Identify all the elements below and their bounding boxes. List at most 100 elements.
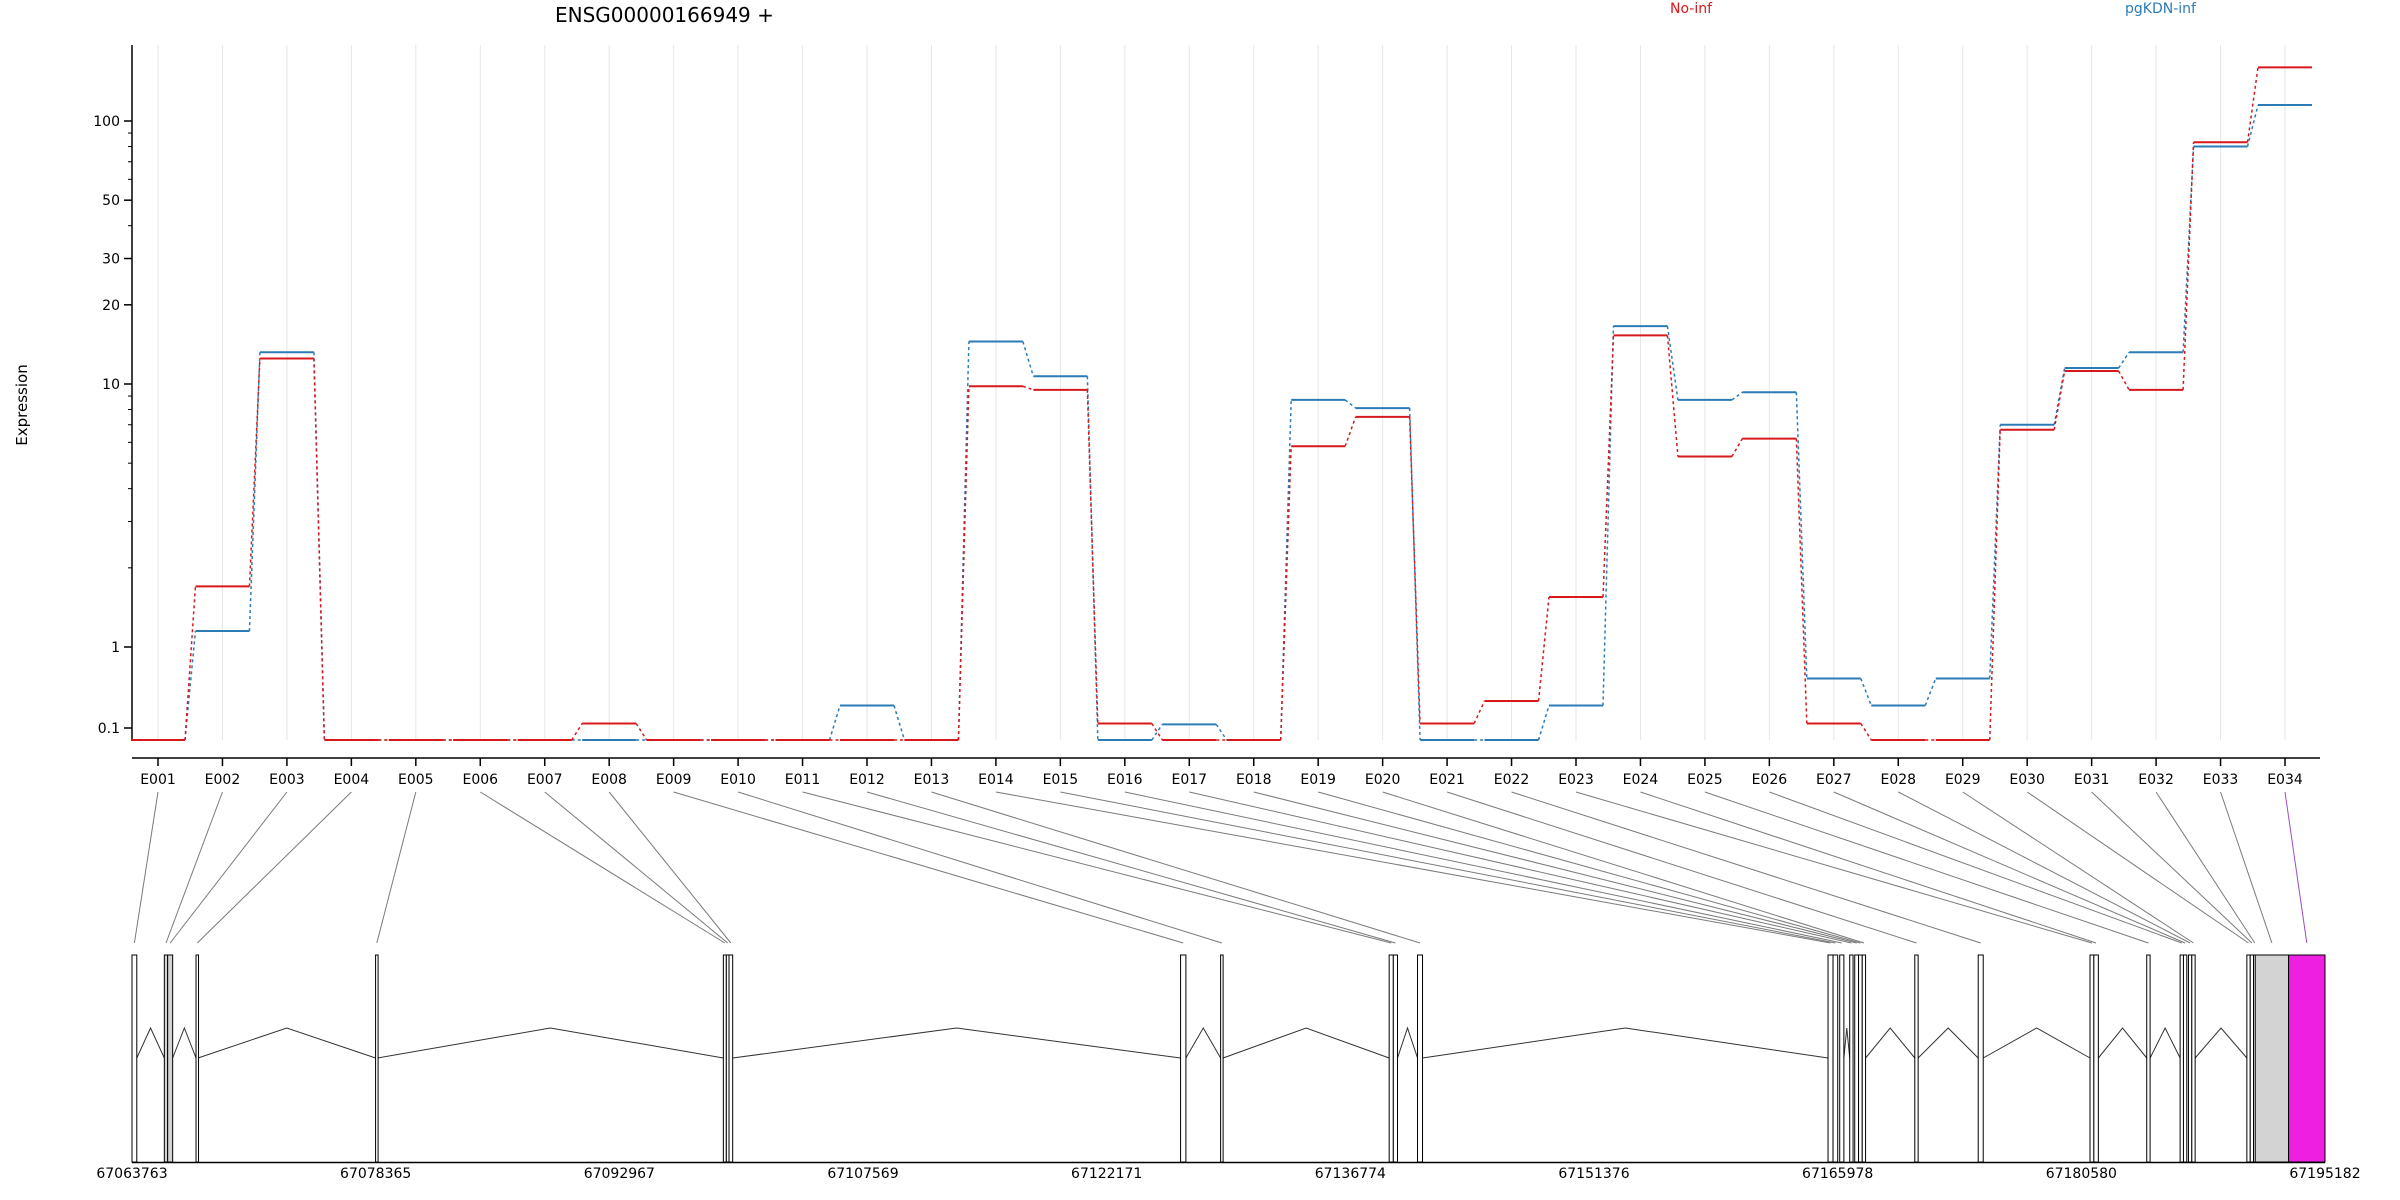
connector-e029: [1962, 791, 2194, 944]
connector-e033: [2220, 791, 2273, 944]
intron: [1917, 1027, 1979, 1059]
intron: [197, 1027, 376, 1059]
exon-transition: [957, 386, 970, 741]
exon-transition: [1022, 385, 1034, 391]
connector-e016: [1124, 791, 1842, 944]
exon-transition: [1924, 678, 1937, 706]
x-axis: E001 E002 E003 E004 E005 E006 E007 E008 E009 E010…: [132, 757, 2320, 788]
x-tick-label-e025: E025: [1687, 772, 1723, 788]
x-tick-label-e019: E019: [1300, 772, 1336, 788]
x-tick-label-e034: E034: [2267, 772, 2303, 788]
gene-model-track: 67063763 67078365 67092967 67107569 67122171…: [96, 954, 2361, 1182]
connector-e021: [1446, 791, 1917, 944]
x-tick-label-e001: E001: [140, 772, 176, 788]
genome-coordinate-label: 67063763: [96, 1166, 167, 1182]
connector-e014: [995, 791, 1831, 944]
y-tick-label: 1: [111, 640, 120, 656]
x-tick-label-e015: E015: [1043, 772, 1079, 788]
y-tick-label: 50: [102, 193, 120, 209]
connector-e007: [544, 791, 728, 944]
connector-e018: [1253, 791, 1857, 944]
y-axis-label: Expression: [13, 364, 31, 445]
x-tick-label-e012: E012: [849, 772, 885, 788]
exon-box-e014: [1827, 954, 1834, 1163]
exon-box-e015: [1832, 954, 1839, 1163]
exon-transition: [1408, 408, 1421, 741]
legend-entry-pgkdn-inf: pgKDN-inf: [2125, 1, 2197, 17]
genome-coordinate-label: 67180580: [2046, 1166, 2117, 1182]
intron: [1982, 1027, 2091, 1059]
exon-transition: [1279, 399, 1292, 741]
exon-connector-lines: [133, 791, 2308, 944]
exon-transition: [571, 723, 583, 741]
connector-e025: [1704, 791, 2149, 944]
connector-e012: [866, 791, 1396, 944]
exon-box-e012: [1392, 954, 1398, 1163]
x-tick-label-e003: E003: [269, 772, 305, 788]
genome-coordinate-label: 67195182: [2289, 1166, 2360, 1182]
exon-transition: [248, 352, 261, 632]
exon-transition: [1731, 391, 1743, 401]
exon-transition: [2246, 67, 2259, 143]
connector-e003: [169, 791, 288, 944]
exon-transition: [1602, 326, 1615, 706]
intron: [1222, 1027, 1390, 1059]
exon-box-e011: [1388, 954, 1394, 1163]
connector-e002: [165, 791, 223, 944]
genome-coordinate-label: 67136774: [1315, 1166, 1386, 1182]
x-tick-label-e029: E029: [1945, 772, 1981, 788]
exon-transition: [1344, 416, 1357, 447]
intron: [1843, 1027, 1851, 1059]
connector-e020: [1382, 791, 1865, 944]
connector-e009: [673, 791, 1184, 944]
exon-box-e034: [2288, 954, 2326, 1163]
exon-transition: [2182, 142, 2195, 390]
connector-e026: [1769, 791, 2182, 944]
x-tick-label-e010: E010: [720, 772, 756, 788]
x-tick-label-e022: E022: [1494, 772, 1530, 788]
x-tick-label-e021: E021: [1429, 772, 1465, 788]
x-tick-label-e027: E027: [1816, 772, 1852, 788]
exon-box-e002: [163, 954, 169, 1163]
y-tick-label: 30: [102, 252, 120, 268]
intron: [2194, 1027, 2248, 1059]
connector-e019: [1318, 791, 1861, 944]
exon-transition: [1473, 700, 1486, 724]
exon-box-e021: [1914, 954, 1919, 1163]
x-tick-label-e026: E026: [1752, 772, 1788, 788]
exon-transition: [313, 358, 326, 741]
x-tick-label-e006: E006: [462, 772, 498, 788]
exon-transition: [1537, 596, 1550, 702]
exon-box-e010: [1220, 954, 1224, 1163]
connector-e011: [802, 791, 1392, 944]
exon-box-e003: [167, 954, 174, 1163]
vertical-gridlines: [157, 45, 2286, 740]
exon-transition: [1022, 341, 1035, 377]
exon-box-e027: [2182, 954, 2188, 1163]
connector-e023: [1575, 791, 2093, 944]
y-tick-label: 20: [102, 298, 120, 314]
exon-transition: [1860, 723, 1872, 741]
exon-transition: [184, 630, 197, 741]
exon-box-e024: [2093, 954, 2099, 1163]
x-tick-label-e017: E017: [1171, 772, 1207, 788]
intron: [2097, 1027, 2148, 1059]
x-tick-label-e020: E020: [1365, 772, 1401, 788]
exon-box-e005: [375, 954, 379, 1163]
x-tick-label-e023: E023: [1558, 772, 1594, 788]
exon-transition: [1215, 723, 1228, 741]
connector-e022: [1511, 791, 1981, 944]
intron: [1422, 1027, 1829, 1059]
x-tick-label-e032: E032: [2138, 772, 2174, 788]
exon-transition: [2246, 104, 2259, 147]
connector-e034: [2284, 791, 2308, 944]
y-tick-label: 0.1: [98, 721, 120, 737]
series-pgkdn-inf: [131, 104, 2312, 741]
exon-box-e031: [2249, 954, 2255, 1163]
intron: [172, 1026, 197, 1059]
expression-series: [131, 66, 2312, 741]
intron: [732, 1027, 1181, 1059]
exon-box-e030: [2246, 954, 2251, 1163]
exon-transition: [184, 586, 197, 741]
genome-coordinate-label: 67151376: [1558, 1166, 1629, 1182]
